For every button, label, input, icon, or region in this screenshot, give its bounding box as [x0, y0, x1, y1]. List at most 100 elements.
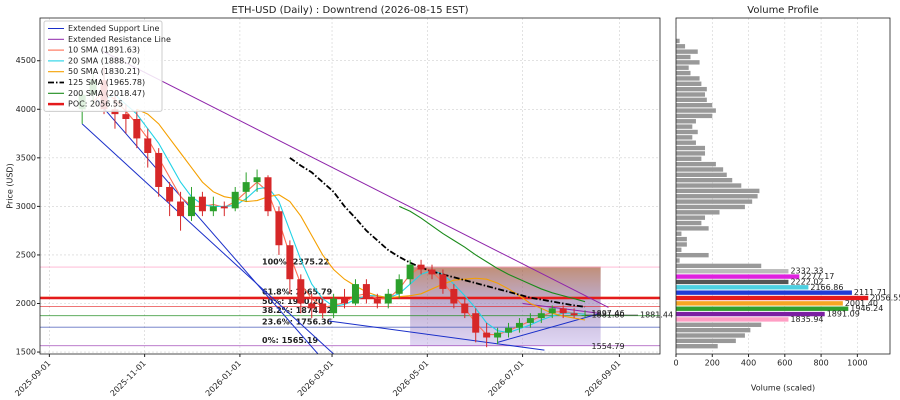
candle-body — [297, 279, 305, 304]
volume-bar — [676, 236, 687, 242]
trend-line — [102, 50, 609, 308]
x-axis-label: Volume (scaled) — [751, 384, 815, 393]
volume-bar — [676, 242, 687, 247]
volume-bar — [676, 129, 698, 135]
x-tick-label: 2026-01-01 — [204, 359, 243, 398]
level-label: 1946.24 — [850, 304, 883, 313]
candle-body — [384, 293, 392, 304]
volume-bar — [676, 199, 753, 204]
level-label: 1891.09 — [827, 310, 860, 319]
level-label: 2222.02 — [790, 277, 823, 286]
volume-bar — [676, 279, 789, 285]
volume-bar — [676, 338, 736, 344]
volume-bar — [676, 156, 702, 161]
candle-body — [319, 303, 327, 314]
legend-label: 200 SMA (2018.47) — [68, 89, 145, 98]
legend-label: Extended Support Line — [68, 24, 159, 33]
volume-bar — [676, 86, 707, 92]
legend: Extended Support Line Extended Resistance… — [43, 20, 171, 112]
x-tick-label: 2026-05-01 — [391, 359, 430, 398]
legend-label: 10 SMA (1891.63) — [68, 46, 140, 55]
sma-line — [289, 157, 586, 308]
volume-bar — [676, 60, 700, 65]
y-tick-label: 2000 — [16, 299, 36, 308]
candle-body — [209, 206, 217, 212]
volume-bar — [676, 97, 707, 103]
x-tick-label: 2025-09-01 — [13, 359, 52, 398]
candle-body — [406, 264, 414, 280]
x-tick-label: 1000 — [847, 359, 867, 368]
candle-body — [308, 303, 316, 309]
volume-bar — [676, 295, 869, 301]
volume-bar — [676, 322, 762, 327]
fib-label: 23.6%: 1756.36 — [262, 318, 333, 327]
volume-bar — [676, 161, 716, 167]
candle-body — [264, 177, 272, 212]
volume-bar — [676, 306, 849, 311]
volume-frame — [675, 17, 891, 355]
legend-label: 20 SMA (1888.70) — [68, 56, 140, 65]
candle-body — [220, 206, 228, 209]
last-price-label: 1881.44 — [640, 311, 673, 320]
candle-body — [242, 182, 250, 192]
candle-body — [537, 313, 545, 319]
y-tick-label: 3500 — [16, 153, 36, 162]
volume-bar — [676, 108, 716, 113]
candle-body — [253, 177, 261, 183]
volume-bar — [676, 81, 702, 86]
candle-body — [341, 298, 349, 304]
candle-body — [198, 196, 206, 212]
y-tick-label: 1500 — [16, 348, 36, 357]
volume-bar — [676, 231, 682, 236]
y-axis-label: Price (USD) — [6, 163, 15, 208]
candle-body — [395, 279, 403, 294]
sma-line — [92, 91, 586, 336]
volume-bar — [676, 327, 751, 333]
volume-bar — [676, 290, 852, 295]
fib-label: 50%: 1970.20 — [262, 297, 324, 306]
volume-bar — [676, 311, 825, 317]
candle-body — [144, 138, 152, 153]
volume-bar — [676, 135, 693, 140]
volume-bar — [676, 301, 843, 306]
volume-bar — [676, 263, 762, 269]
volume-bar — [676, 247, 682, 253]
candle-body — [472, 313, 480, 333]
candle-body — [187, 196, 195, 217]
volume-bar — [676, 44, 686, 49]
volume-bar — [676, 258, 680, 263]
annotation: 1554.79 — [592, 342, 625, 351]
candle-body — [494, 332, 502, 338]
fib-label: 38.2%: 1874.62 — [262, 306, 332, 315]
candle-body — [526, 318, 534, 323]
legend-label: 125 SMA (1965.78) — [68, 78, 145, 87]
fib-label: 0%: 1565.19 — [262, 336, 318, 345]
volume-bar — [676, 269, 789, 274]
x-tick-label: 2025-11-01 — [109, 359, 148, 398]
volume-bar — [676, 38, 680, 44]
candle-body — [166, 186, 174, 202]
candle-body — [351, 284, 359, 304]
volume-bar — [676, 140, 696, 145]
candle-body — [133, 118, 141, 139]
volume-bar — [676, 210, 720, 215]
level-label: 2166.86 — [810, 283, 843, 292]
volume-bar — [676, 333, 745, 338]
volume-bar — [676, 49, 698, 54]
volume-bar — [676, 119, 696, 124]
volume-bar — [676, 103, 713, 108]
volume-bar — [676, 183, 742, 188]
legend-label: Extended Resistance Line — [68, 35, 171, 44]
y-tick-label: 3000 — [16, 202, 36, 211]
volume-bar — [676, 65, 689, 70]
volume-bar — [676, 172, 727, 178]
volume-bar — [676, 252, 709, 258]
candle-body — [155, 152, 163, 187]
legend-box — [43, 20, 163, 112]
x-tick-label: 2026-03-01 — [296, 359, 335, 398]
volume-bar — [676, 167, 724, 172]
volume-bar — [676, 70, 691, 76]
candle-body — [483, 332, 491, 338]
volume-bar — [676, 274, 800, 279]
